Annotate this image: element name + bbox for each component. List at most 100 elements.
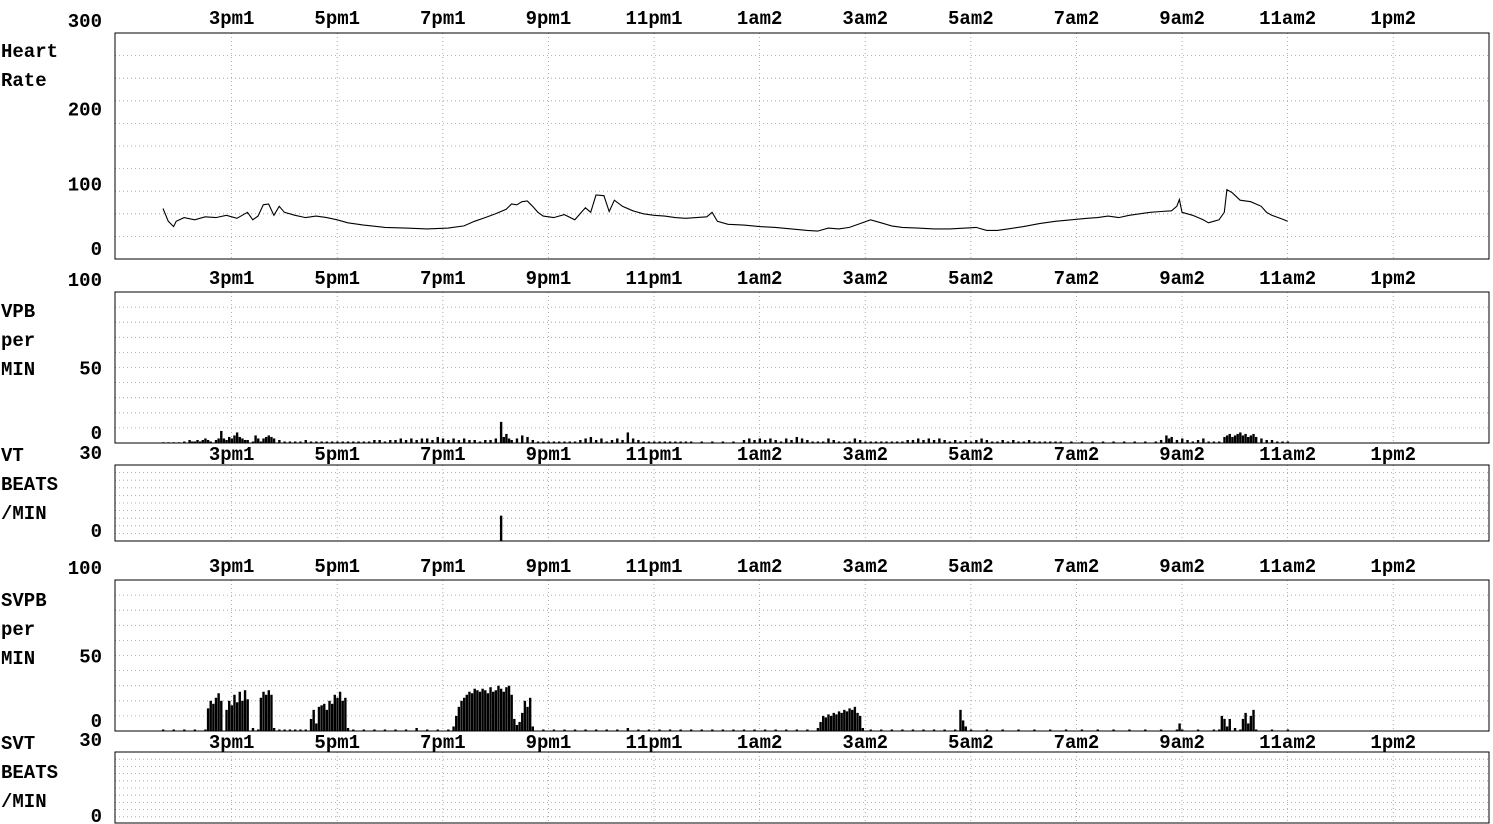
count-bar <box>969 441 973 443</box>
count-bar <box>241 438 244 443</box>
count-bar <box>763 439 767 443</box>
count-bar <box>835 714 838 731</box>
count-bar <box>344 697 347 731</box>
count-bar <box>1033 441 1036 443</box>
count-bar <box>172 442 175 444</box>
count-bar <box>1249 435 1253 443</box>
count-bar <box>389 439 392 443</box>
count-bar <box>526 706 529 731</box>
count-bar <box>579 439 582 443</box>
time-tick-label: 3am2 <box>842 556 888 578</box>
time-tick-label: 1pm2 <box>1370 444 1416 466</box>
count-bar <box>829 715 833 731</box>
count-bar <box>1239 729 1242 731</box>
count-bar <box>325 441 329 443</box>
time-tick-label: 9am2 <box>1159 268 1205 290</box>
time-tick-label: 5pm1 <box>314 732 360 754</box>
count-bar <box>769 438 772 443</box>
count-bar <box>528 697 532 731</box>
count-bar <box>959 441 962 443</box>
count-bar <box>204 438 207 443</box>
count-bar <box>415 727 418 731</box>
time-tick-label: 5am2 <box>948 8 994 30</box>
time-tick-label: 1am2 <box>737 556 783 578</box>
time-tick-label: 9pm1 <box>526 732 572 754</box>
count-bar <box>843 441 846 443</box>
count-bar <box>885 441 888 443</box>
count-bar <box>206 439 210 443</box>
count-bar <box>499 515 503 541</box>
time-tick-label: 1pm2 <box>1370 732 1416 754</box>
count-bar <box>779 441 783 443</box>
y-tick-label: 0 <box>91 806 102 824</box>
count-bar <box>499 688 503 731</box>
count-bar <box>1212 729 1216 731</box>
count-bar <box>858 439 862 443</box>
count-bar <box>558 441 561 443</box>
count-bar <box>552 729 556 731</box>
count-bar <box>1231 436 1234 443</box>
time-tick-label: 9pm1 <box>526 268 572 290</box>
count-bar <box>431 439 434 443</box>
count-bar <box>436 729 439 731</box>
count-bar <box>206 708 210 731</box>
count-bar <box>272 438 276 443</box>
count-bar <box>183 441 186 443</box>
count-bar <box>568 441 571 443</box>
count-bar <box>1080 441 1084 443</box>
count-bar <box>325 709 329 731</box>
count-bar <box>1049 441 1052 443</box>
count-bar <box>679 729 682 731</box>
count-bar <box>874 441 878 443</box>
count-bar <box>954 729 957 731</box>
count-bar <box>1254 436 1258 443</box>
count-bar <box>299 441 302 443</box>
count-bar <box>523 700 527 731</box>
count-bar <box>626 727 630 731</box>
count-bar <box>700 441 703 443</box>
axis-label-line: BEATS <box>1 474 58 496</box>
count-bar <box>824 717 828 731</box>
count-bar <box>220 430 223 443</box>
count-bar <box>684 441 688 443</box>
count-bar <box>436 436 439 443</box>
count-bar <box>674 441 677 443</box>
panel-3: 3pm1 5pm1 7pm1 9pm1 11pm1 1am2 3am2 5am2 7am2 9am… <box>1 556 1490 733</box>
count-bar <box>840 712 843 731</box>
count-bar <box>267 435 270 443</box>
count-bar <box>969 729 973 731</box>
count-bar <box>1167 438 1171 443</box>
count-bar <box>217 693 220 731</box>
count-bar <box>742 729 746 731</box>
count-bar <box>1017 441 1020 443</box>
count-bar <box>906 439 909 443</box>
time-tick-label: 11pm1 <box>626 268 683 290</box>
time-tick-label: 5pm1 <box>314 268 360 290</box>
count-bar <box>1270 439 1274 443</box>
count-bar <box>262 438 265 443</box>
count-bar <box>637 729 640 731</box>
time-tick-label: 1am2 <box>737 8 783 30</box>
count-bar <box>473 688 476 731</box>
time-tick-label: 3pm1 <box>209 556 255 578</box>
count-bar <box>542 441 545 443</box>
count-bar <box>373 729 376 731</box>
heart-rate-line <box>162 188 1288 232</box>
count-bar <box>214 697 218 731</box>
count-bar <box>1225 726 1229 731</box>
count-bar <box>254 435 257 443</box>
count-bar <box>631 438 635 443</box>
time-tick-label: 3am2 <box>842 268 888 290</box>
count-bar <box>610 439 614 443</box>
count-bar <box>668 441 672 443</box>
count-bar <box>1244 712 1247 731</box>
count-bar <box>373 439 376 443</box>
count-bar <box>188 439 191 443</box>
count-bar <box>468 439 471 443</box>
count-bar <box>441 438 445 443</box>
count-bar <box>222 438 226 443</box>
count-bar <box>542 729 545 731</box>
time-tick-label: 5pm1 <box>314 556 360 578</box>
count-bar <box>346 441 350 443</box>
count-bar <box>795 436 798 443</box>
